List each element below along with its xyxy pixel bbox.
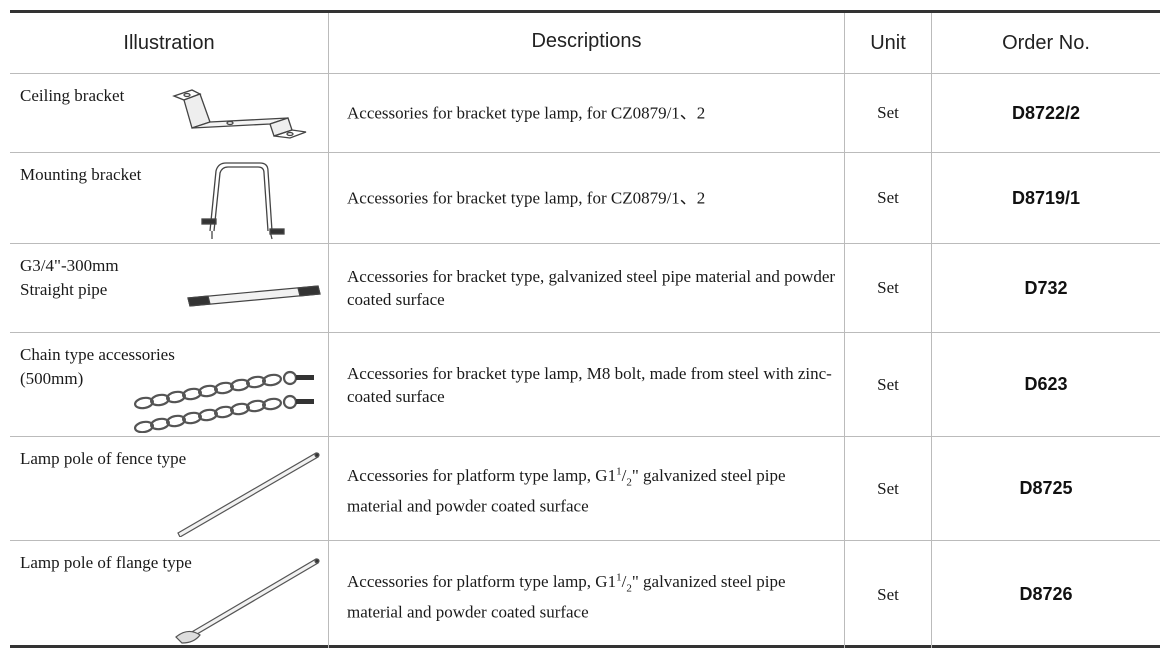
chain-icon <box>133 370 314 433</box>
table-row: G3/4"-300mm Straight pipe Accessories fo… <box>10 244 1160 333</box>
header-illustration: Illustration <box>10 13 329 73</box>
item-unit: Set <box>845 74 932 152</box>
order-number: D623 <box>1024 374 1068 394</box>
illustration-cell: Chain type accessories (500mm) <box>10 333 329 436</box>
illustration-cell: Lamp pole of fence type <box>10 437 329 540</box>
order-number: D732 <box>1024 277 1068 298</box>
table-row: Mounting bracket Accessories for bracket… <box>10 153 1160 244</box>
accessories-table: Illustration Descriptions Unit Order No.… <box>10 10 1160 648</box>
item-description: Accessories for platform type lamp, G11/… <box>347 570 786 622</box>
item-name: Chain type accessories (500mm) <box>20 345 175 388</box>
mounting-bracket-icon <box>201 162 285 240</box>
illustration-cell: Ceiling bracket <box>10 74 329 152</box>
ceiling-bracket-icon <box>172 89 307 139</box>
item-description: Accessories for bracket type, galvanized… <box>347 267 836 309</box>
illustration-cell: Mounting bracket <box>10 153 329 243</box>
order-number: D8726 <box>1019 584 1073 604</box>
item-name: Lamp pole of fence type <box>20 449 187 468</box>
order-number: D8725 <box>1019 478 1073 498</box>
header-descriptions: Descriptions <box>329 13 845 73</box>
item-name: G3/4"-300mm Straight pipe <box>20 256 119 299</box>
item-name: Ceiling bracket <box>20 86 125 105</box>
header-order-no: Order No. <box>1002 31 1090 54</box>
order-number: D8722/2 <box>1011 102 1081 123</box>
item-description: Accessories for bracket type lamp, for C… <box>347 188 706 208</box>
item-unit: Set <box>845 437 932 540</box>
item-unit: Set <box>845 244 932 332</box>
item-description: Accessories for platform type lamp, G11/… <box>347 464 786 516</box>
item-name: Lamp pole of flange type <box>20 553 192 572</box>
illustration-cell: Lamp pole of flange type <box>10 541 329 648</box>
table-row: Ceiling bracket Accessories for bracket … <box>10 74 1160 153</box>
straight-pipe-icon <box>187 285 321 307</box>
table-row: Lamp pole of fence type Accessories for … <box>10 437 1160 541</box>
item-unit: Set <box>845 333 932 436</box>
table-row: Chain type accessories (500mm) <box>10 333 1160 437</box>
table-header-row: Illustration Descriptions Unit Order No. <box>10 13 1160 74</box>
illustration-cell: G3/4"-300mm Straight pipe <box>10 244 329 332</box>
item-unit: Set <box>845 541 932 648</box>
item-description: Accessories for bracket type lamp, M8 bo… <box>347 363 832 406</box>
order-number: D8719/1 <box>1011 187 1081 208</box>
item-unit: Set <box>845 153 932 243</box>
item-description: Accessories for bracket type lamp, for C… <box>347 103 706 123</box>
header-unit: Unit <box>845 13 932 73</box>
item-name: Mounting bracket <box>20 165 142 184</box>
flange-pole-icon <box>175 558 320 644</box>
table-row: Lamp pole of flange type Accessories for… <box>10 541 1160 648</box>
fence-pole-icon <box>177 452 320 537</box>
